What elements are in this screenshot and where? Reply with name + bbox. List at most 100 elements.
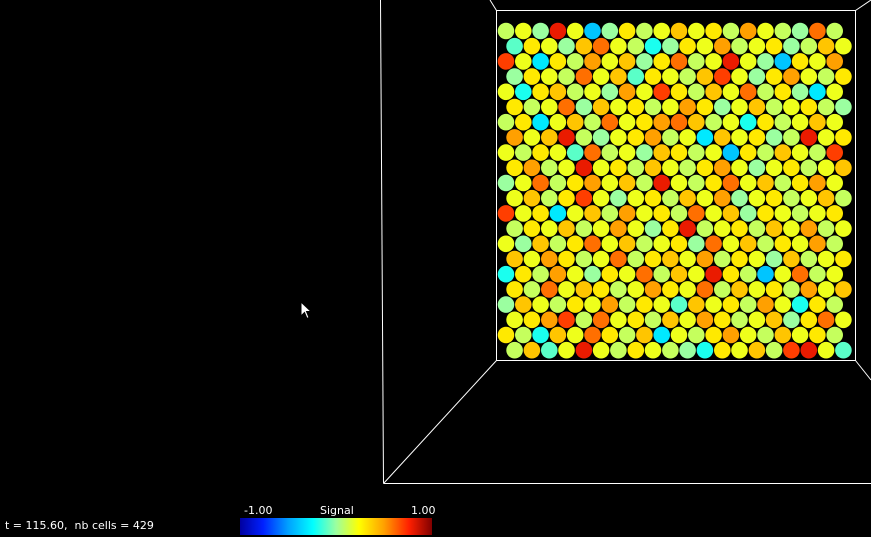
cell-sphere — [610, 281, 627, 298]
cell-sphere — [506, 250, 523, 268]
cell-sphere — [601, 144, 619, 161]
cell-sphere — [601, 83, 619, 101]
cell-sphere — [774, 205, 792, 222]
cell-sphere — [523, 98, 541, 116]
cell-sphere — [731, 189, 748, 207]
cell-sphere — [774, 53, 792, 70]
cell-sphere — [592, 250, 610, 268]
cell-sphere — [739, 22, 757, 40]
cell-sphere — [800, 311, 818, 329]
cell-sphere — [783, 98, 800, 116]
cell-sphere — [817, 129, 835, 146]
cell-sphere — [523, 311, 541, 329]
cell-sphere — [662, 159, 679, 177]
cell-sphere — [644, 37, 662, 55]
cell-sphere — [835, 37, 852, 55]
cell-sphere — [731, 37, 748, 55]
colorbar-title: Signal — [320, 504, 354, 517]
cell-sphere — [817, 341, 835, 359]
cell-sphere — [688, 174, 705, 192]
cell-sphere — [592, 281, 610, 298]
cell-sphere — [662, 68, 679, 85]
cell-sphere — [826, 22, 843, 40]
cell-sphere — [575, 98, 593, 116]
cell-sphere — [696, 68, 714, 85]
cell-sphere — [618, 22, 636, 40]
cell-sphere — [791, 326, 809, 344]
cell-sphere — [558, 281, 575, 298]
cell-sphere — [835, 341, 852, 359]
cell-sphere — [748, 37, 766, 55]
cell-sphere — [826, 265, 843, 283]
cell-sphere — [783, 159, 800, 177]
cell-sphere — [610, 341, 627, 359]
cell-sphere — [515, 22, 532, 40]
colorbar-min-label: -1.00 — [244, 504, 273, 517]
cell-sphere — [584, 144, 601, 161]
cell-sphere — [835, 68, 852, 85]
cell-sphere — [566, 265, 584, 283]
cell-sphere — [558, 98, 575, 116]
cell-sphere — [549, 296, 567, 313]
box-edge-diag-bottom-right — [855, 360, 871, 381]
cell-layer — [497, 22, 852, 359]
cell-sphere — [662, 250, 679, 268]
cell-sphere — [497, 83, 515, 101]
cell-sphere — [731, 159, 748, 177]
cell-sphere — [739, 53, 757, 70]
cell-sphere — [523, 68, 541, 85]
cell-sphere — [826, 113, 843, 131]
cell-sphere — [506, 311, 523, 329]
cell-sphere — [714, 189, 731, 207]
cell-sphere — [644, 68, 662, 85]
cell-sphere — [688, 144, 705, 161]
cell-sphere — [722, 326, 740, 344]
cell-sphere — [618, 205, 636, 222]
cell-sphere — [662, 281, 679, 298]
cell-sphere — [541, 98, 558, 116]
cell-sphere — [757, 83, 774, 101]
cell-sphere — [757, 296, 774, 313]
cell-sphere — [575, 159, 593, 177]
cell-sphere — [757, 53, 774, 70]
cell-sphere — [523, 129, 541, 146]
cell-sphere — [714, 220, 731, 237]
cell-sphere — [566, 326, 584, 344]
cell-sphere — [679, 68, 696, 85]
cell-sphere — [835, 189, 852, 207]
cell-sphere — [549, 174, 567, 192]
cell-sphere — [791, 265, 809, 283]
cell-sphere — [679, 159, 696, 177]
cell-sphere — [748, 311, 766, 329]
cell-sphere — [627, 189, 645, 207]
cell-sphere — [705, 326, 722, 344]
cell-sphere — [670, 144, 688, 161]
cell-sphere — [714, 341, 731, 359]
cell-sphere — [653, 22, 670, 40]
box-edge-diag-bottom-left — [383, 360, 497, 484]
cell-sphere — [817, 68, 835, 85]
cell-sphere — [627, 98, 645, 116]
cell-sphere — [618, 113, 636, 131]
cell-sphere — [731, 311, 748, 329]
cell-sphere — [696, 341, 714, 359]
cell-sphere — [670, 53, 688, 70]
cell-sphere — [575, 250, 593, 268]
cell-sphere — [532, 144, 549, 161]
cell-sphere — [705, 22, 722, 40]
cell-sphere — [584, 174, 601, 192]
cell-sphere — [783, 189, 800, 207]
cell-sphere — [714, 68, 731, 85]
cell-sphere — [826, 235, 843, 253]
cell-sphere — [765, 281, 783, 298]
cell-sphere — [601, 53, 619, 70]
cell-sphere — [826, 53, 843, 70]
cell-sphere — [601, 235, 619, 253]
cell-sphere — [644, 341, 662, 359]
cell-sphere — [610, 220, 627, 237]
cell-sphere — [731, 250, 748, 268]
cell-sphere — [566, 205, 584, 222]
cell-sphere — [748, 281, 766, 298]
cell-sphere — [809, 53, 826, 70]
